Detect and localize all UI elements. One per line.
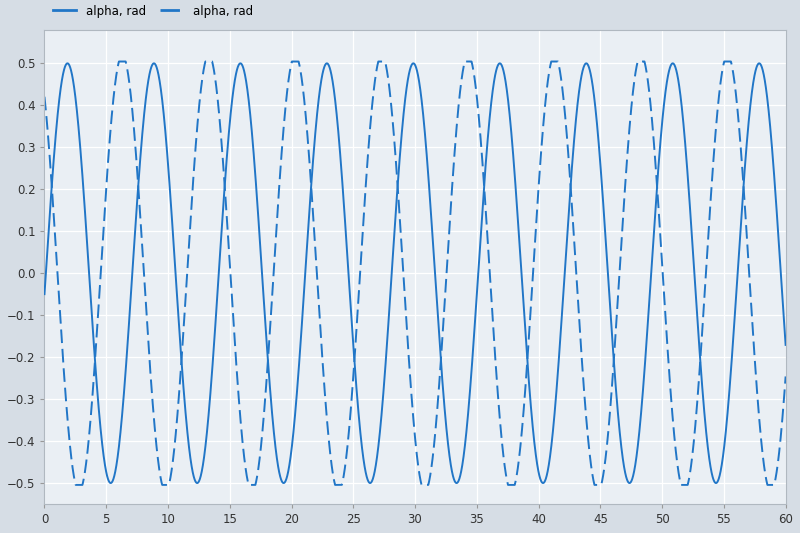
Legend: alpha, rad, alpha, rad: alpha, rad, alpha, rad — [50, 3, 256, 20]
